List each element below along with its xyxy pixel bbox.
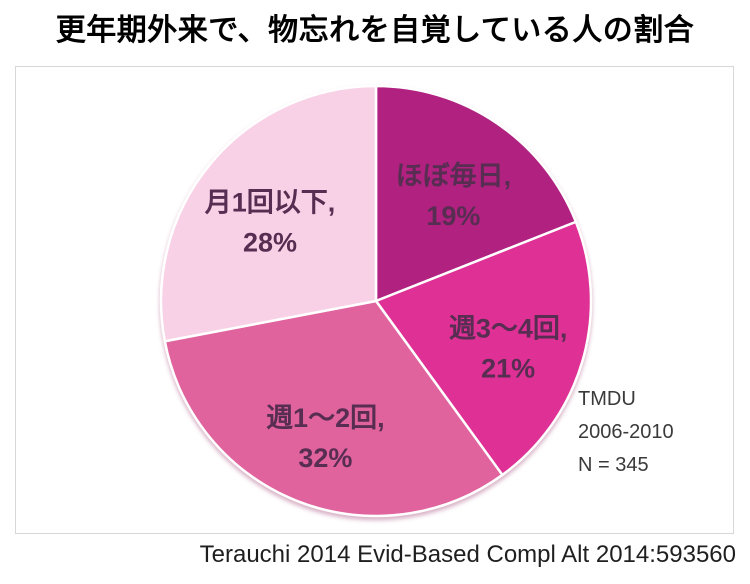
pie-slice-2 [163, 299, 504, 518]
pie-slice-3 [159, 84, 378, 343]
annotation-line-n: N = 345 [578, 454, 649, 476]
pie-chart: ほぼ毎日, 19% 週3～4回, 21% 週1～2回, 32% 月1回以下, 28% [159, 84, 593, 518]
chart-area: ほぼ毎日, 19% 週3～4回, 21% 週1～2回, 32% 月1回以下, 28% TMDU… [15, 66, 734, 534]
annotation-line-years: 2006-2010 [578, 421, 674, 443]
citation: Terauchi 2014 Evid-Based Compl Alt 2014:… [199, 541, 736, 568]
study-annotation: TMDU 2006-2010 N = 345 [578, 383, 674, 482]
chart-title: 更年期外来で、物忘れを自覚している人の割合 [55, 14, 695, 47]
pie-labels-group: ほぼ毎日, 19% 週3～4回, 21% 週1～2回, 32% 月1回以下, 28% [204, 161, 568, 473]
pie-slice-0 [374, 84, 578, 303]
pie-label-3: 月1回以下, 28% [204, 187, 336, 257]
annotation-line-source: TMDU [578, 388, 636, 410]
pie-label-2: 週1～2回, 32% [266, 403, 385, 473]
pie-label-1: 週3～4回, 21% [449, 313, 568, 383]
pie-label-0: ほぼ毎日, 19% [396, 161, 512, 231]
pie-slices-group [159, 84, 593, 518]
pie-slice-1 [374, 220, 593, 477]
